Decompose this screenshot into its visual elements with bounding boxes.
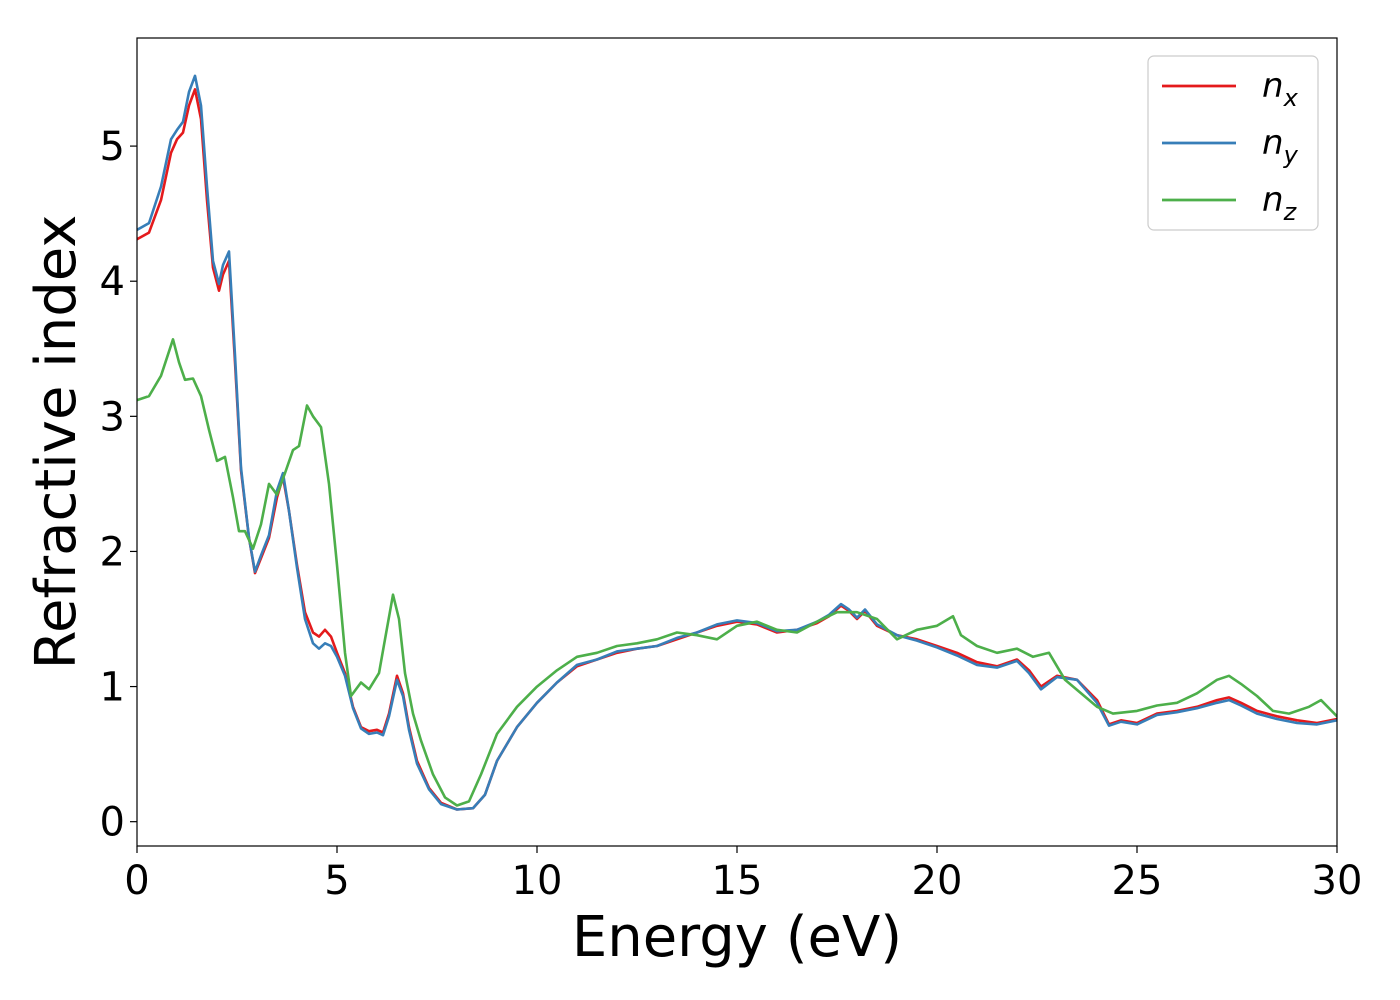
- x-axis-ticks: 0 5 10 15 20 25 30: [124, 846, 1362, 904]
- y-tick-label: 1: [100, 665, 125, 711]
- y-tick-label: 5: [100, 124, 125, 170]
- y-tick-label: 4: [100, 259, 125, 305]
- y-axis-ticks: 0 1 2 3 4 5: [100, 124, 137, 846]
- legend-subscript: z: [1283, 198, 1298, 226]
- y-tick-label: 0: [100, 800, 125, 846]
- x-tick-label: 25: [1112, 858, 1163, 904]
- series-line-nz: [137, 338, 1337, 807]
- legend-subscript: y: [1283, 141, 1299, 169]
- x-tick-label: 30: [1312, 858, 1363, 904]
- y-tick-label: 3: [100, 394, 125, 440]
- legend-subscript: x: [1283, 84, 1299, 112]
- x-tick-label: 20: [912, 858, 963, 904]
- x-tick-label: 10: [512, 858, 563, 904]
- x-tick-label: 0: [124, 858, 149, 904]
- x-tick-label: 5: [324, 858, 349, 904]
- series-layer: [137, 74, 1337, 811]
- y-axis-label: Refractive index: [24, 215, 89, 670]
- x-axis-label: Energy (eV): [572, 905, 902, 970]
- x-tick-label: 15: [712, 858, 763, 904]
- y-tick-label: 2: [100, 529, 125, 575]
